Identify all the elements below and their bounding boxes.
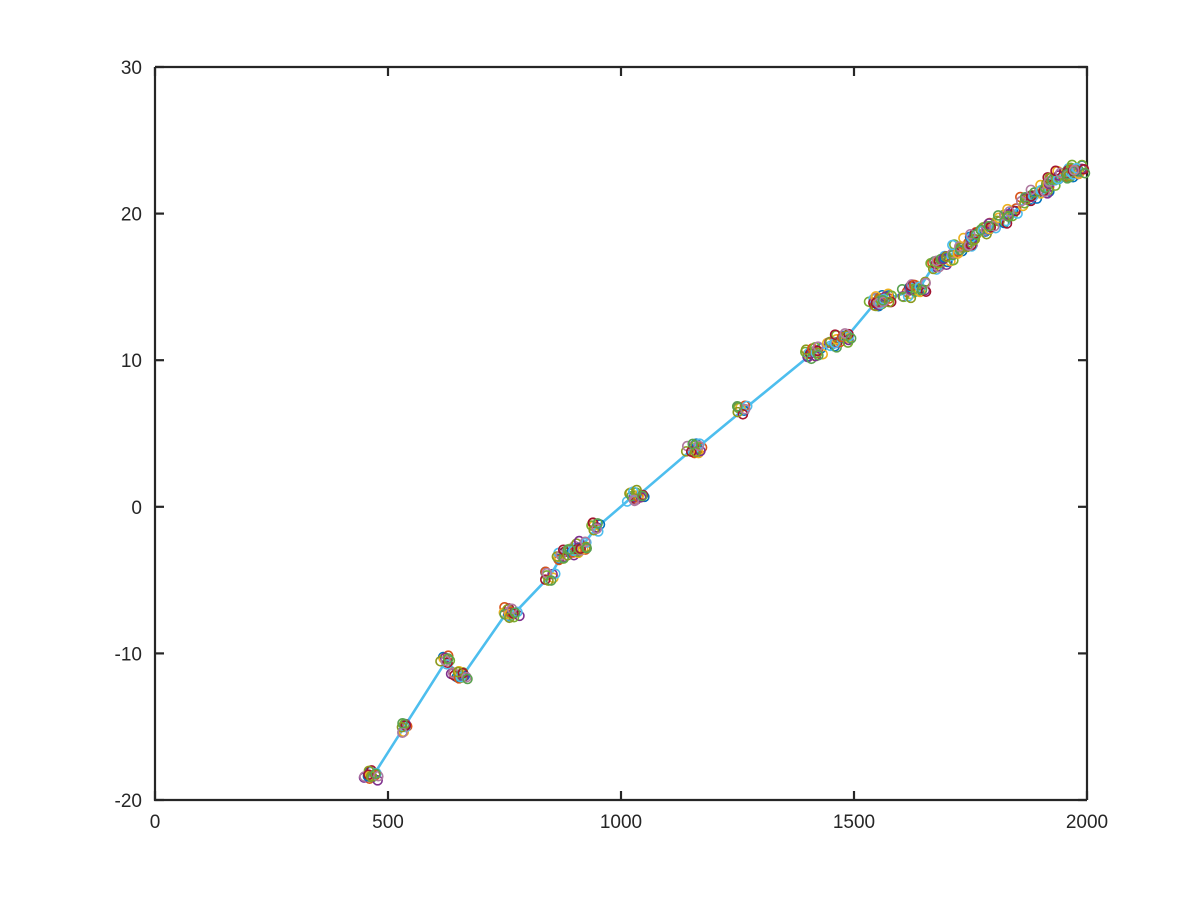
data-point-marker xyxy=(363,769,374,780)
data-point-marker xyxy=(370,768,381,780)
data-point-marker xyxy=(372,770,384,782)
data-point-marker xyxy=(637,490,648,502)
data-point-marker xyxy=(1079,167,1091,179)
data-point-marker xyxy=(591,523,603,535)
data-point-marker xyxy=(631,484,642,496)
data-point-marker xyxy=(817,348,829,360)
data-point-marker xyxy=(579,536,591,548)
data-point-marker xyxy=(1068,164,1080,176)
data-point-marker xyxy=(824,336,836,348)
tick-labels: 0 500 1000 1500 2000 -20 -10 0 10 20 30 xyxy=(115,58,1109,833)
data-point-marker xyxy=(509,607,521,619)
data-point-marker xyxy=(989,220,1000,232)
x-tick-label: 0 xyxy=(150,812,161,833)
data-point-marker xyxy=(983,220,995,232)
data-point-marker xyxy=(941,251,952,263)
data-point-marker xyxy=(800,344,812,355)
y-tick-label: -20 xyxy=(115,791,142,812)
y-tick-label: 0 xyxy=(131,498,142,519)
data-point-marker xyxy=(1003,211,1015,222)
data-point-marker xyxy=(687,438,699,450)
data-point-marker xyxy=(731,401,743,412)
tick-marks xyxy=(153,65,1089,802)
data-point-marker xyxy=(1050,165,1061,177)
data-point-marker xyxy=(442,653,454,664)
data-point-marker xyxy=(737,408,749,420)
x-tick-label: 500 xyxy=(372,812,404,833)
x-tick-label: 1500 xyxy=(833,812,875,833)
y-tick-label: 30 xyxy=(121,58,142,79)
data-point-marker xyxy=(1004,206,1015,217)
data-point-marker xyxy=(462,673,473,685)
data-point-marker xyxy=(581,542,593,554)
data-point-marker xyxy=(1010,205,1021,217)
data-point-marker xyxy=(545,575,557,586)
data-point-marker xyxy=(992,210,1004,221)
data-point-marker xyxy=(965,228,976,240)
y-tick-label: 20 xyxy=(121,205,142,226)
data-point-marker xyxy=(898,291,909,303)
x-tick-label: 1000 xyxy=(600,812,642,833)
data-point-marker xyxy=(916,284,928,296)
data-point-marker xyxy=(555,549,567,561)
y-tick-label: -10 xyxy=(115,644,142,665)
data-point-marker xyxy=(628,494,640,506)
data-point-marker xyxy=(845,333,857,344)
data-point-markers xyxy=(358,159,1091,786)
data-point-marker xyxy=(813,349,824,361)
data-point-marker xyxy=(693,440,705,452)
x-tick-label: 2000 xyxy=(1066,812,1108,833)
data-point-marker xyxy=(592,518,603,529)
data-point-marker xyxy=(452,666,464,678)
data-point-marker xyxy=(883,296,895,308)
data-point-marker xyxy=(685,446,697,457)
data-point-marker xyxy=(440,655,451,667)
data-point-marker xyxy=(954,244,966,256)
data-point-marker xyxy=(573,535,585,547)
data-point-marker xyxy=(397,717,408,729)
data-point-marker xyxy=(1071,162,1082,174)
data-point-marker xyxy=(877,295,889,306)
y-tick-label: 10 xyxy=(121,351,142,372)
data-point-marker xyxy=(442,657,453,669)
data-point-marker xyxy=(396,721,408,733)
